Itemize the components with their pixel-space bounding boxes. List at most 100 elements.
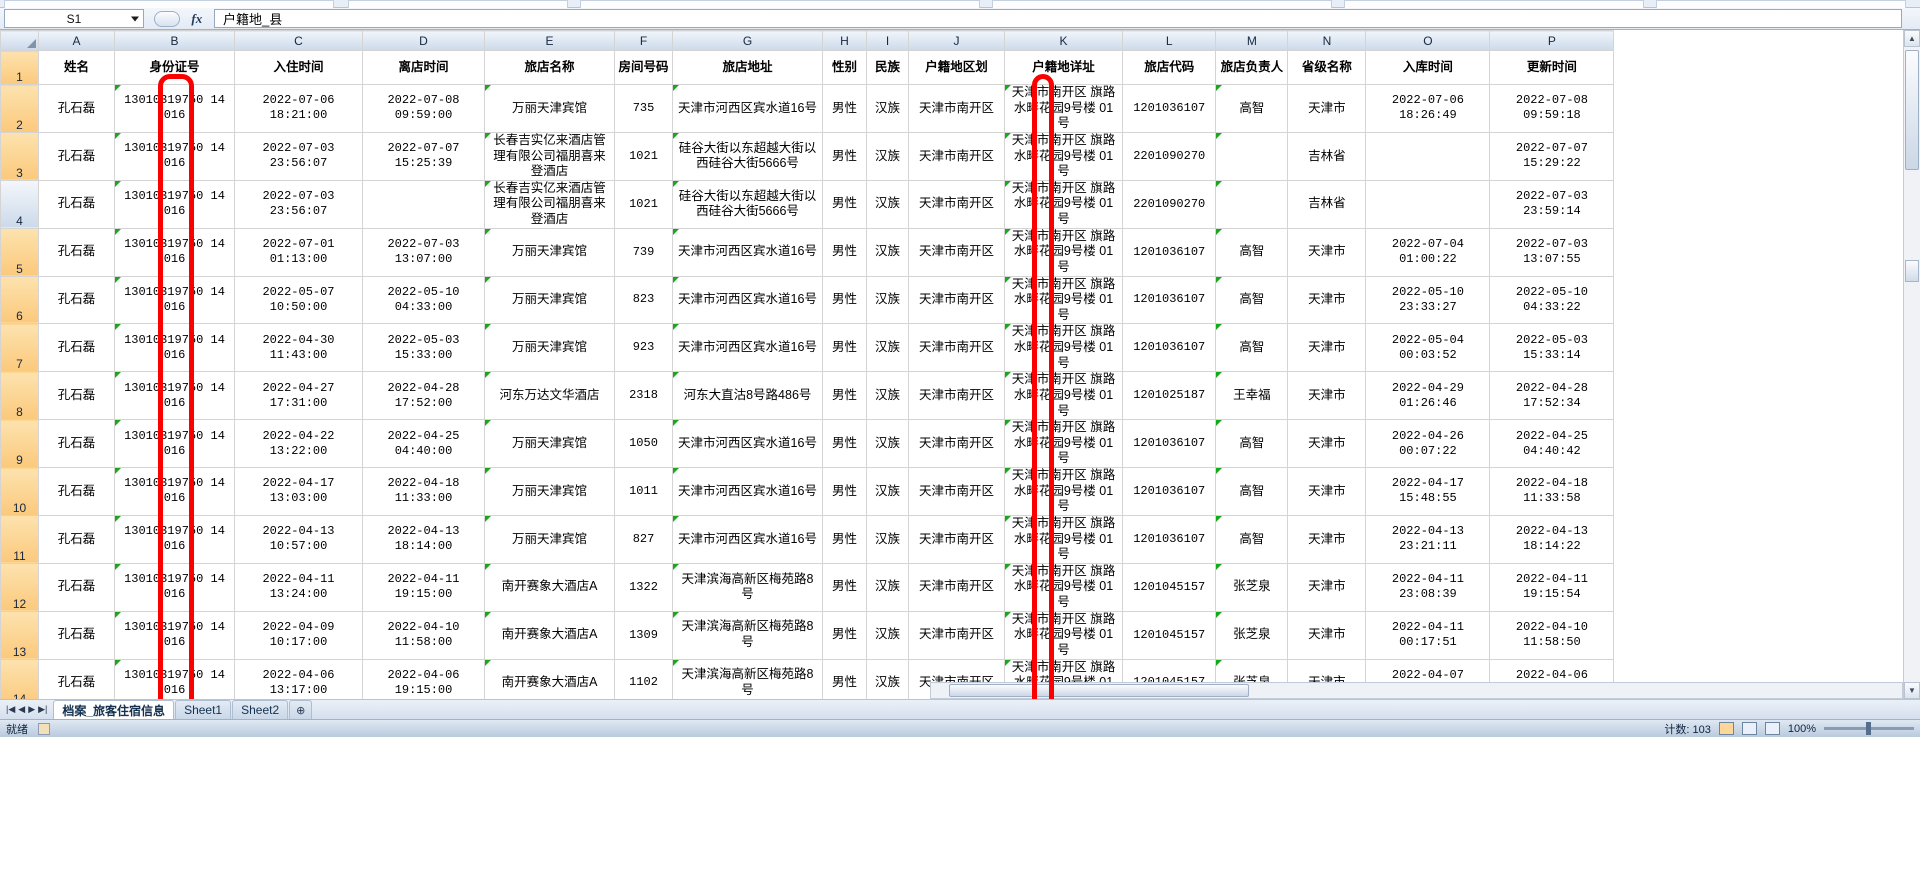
cell-D2[interactable]: 2022-07-08 09:59:00 (362, 84, 485, 133)
cell-P13[interactable]: 2022-04-10 11:58:50 (1489, 610, 1615, 660)
cell-N3[interactable]: 吉林省 (1287, 131, 1367, 181)
table-row[interactable]: 5 孔石磊 13010319750 14 016 2022-07-01 01:13:0… (0, 227, 1615, 277)
cell-O2[interactable]: 2022-07-06 18:26:49 (1365, 84, 1491, 133)
cell-E4[interactable]: 长春吉实亿来酒店管理有限公司福朋喜来登酒店 (484, 179, 615, 229)
horizontal-scroll-thumb[interactable] (949, 684, 1249, 697)
next-sheet-icon[interactable]: ▶ (28, 704, 36, 714)
cell-E8[interactable]: 河东万达文华酒店 (484, 371, 615, 421)
window-tab-stub-2[interactable] (348, 0, 568, 8)
cell-M10[interactable]: 高智 (1215, 467, 1289, 516)
cell-I13[interactable]: 汉族 (866, 610, 909, 660)
last-sheet-icon[interactable]: ▶| (38, 704, 48, 714)
cell-O5[interactable]: 2022-07-04 01:00:22 (1365, 227, 1491, 277)
cell-A11[interactable]: 孔石磊 (38, 514, 115, 564)
cell-G8[interactable]: 河东大直沽8号路486号 (672, 371, 823, 421)
cell-L9[interactable]: 1201036107 (1121, 419, 1217, 468)
cell-P4[interactable]: 2022-07-03 23:59:14 (1489, 179, 1615, 229)
cell-J10[interactable]: 天津市南开区 (908, 467, 1005, 516)
cell-H11[interactable]: 男性 (822, 514, 867, 564)
cell-A2[interactable]: 孔石磊 (38, 84, 115, 133)
cell-D8[interactable]: 2022-04-28 17:52:00 (362, 371, 485, 421)
cell-O9[interactable]: 2022-04-26 00:07:22 (1365, 419, 1491, 468)
sheet-tab-archive[interactable]: 档案_旅客住宿信息 (53, 700, 175, 719)
cell-B6[interactable]: 13010319750 14 016 (114, 275, 235, 325)
cell-G4[interactable]: 硅谷大街以东超越大街以西硅谷大街5666号 (672, 179, 823, 229)
cell-A5[interactable]: 孔石磊 (38, 227, 115, 277)
cell-B12[interactable]: 13010319750 14 016 (114, 562, 235, 612)
zoom-slider[interactable] (1824, 722, 1914, 735)
cell-H7[interactable]: 男性 (822, 323, 867, 373)
cell-L5[interactable]: 1201036107 (1121, 227, 1217, 277)
cell-D12[interactable]: 2022-04-11 19:15:00 (362, 562, 485, 612)
cell-I3[interactable]: 汉族 (866, 131, 909, 181)
cell-P2[interactable]: 2022-07-08 09:59:18 (1489, 84, 1615, 133)
cell-C10[interactable]: 2022-04-17 13:03:00 (234, 467, 363, 516)
row-header-9[interactable]: 9 (0, 419, 39, 468)
cell-M13[interactable]: 张芝泉 (1215, 610, 1289, 660)
column-title-E[interactable]: 旅店名称 (484, 50, 615, 85)
row-header-7[interactable]: 7 (0, 323, 39, 373)
cell-B10[interactable]: 13010319750 14 016 (114, 467, 235, 516)
cell-I11[interactable]: 汉族 (866, 514, 909, 564)
cell-F9[interactable]: 1050 (614, 419, 673, 468)
row-header-6[interactable]: 6 (0, 275, 39, 325)
cell-P8[interactable]: 2022-04-28 17:52:34 (1489, 371, 1615, 421)
cell-J8[interactable]: 天津市南开区 (908, 371, 1005, 421)
cell-G13[interactable]: 天津滨海高新区梅苑路8号 (672, 610, 823, 660)
row-header-13[interactable]: 13 (0, 610, 39, 660)
cell-E12[interactable]: 南开赛象大酒店A (484, 562, 615, 612)
cell-B13[interactable]: 13010319750 14 016 (114, 610, 235, 660)
cell-C11[interactable]: 2022-04-13 10:57:00 (234, 514, 363, 564)
row-header-4[interactable]: 4 (0, 179, 39, 229)
cell-N10[interactable]: 天津市 (1287, 467, 1367, 516)
cell-A8[interactable]: 孔石磊 (38, 371, 115, 421)
column-header-F[interactable]: F (614, 30, 673, 51)
cell-G2[interactable]: 天津市河西区宾水道16号 (672, 84, 823, 133)
cell-A12[interactable]: 孔石磊 (38, 562, 115, 612)
cell-E10[interactable]: 万丽天津宾馆 (484, 467, 615, 516)
cell-F12[interactable]: 1322 (614, 562, 673, 612)
cell-M7[interactable]: 高智 (1215, 323, 1289, 373)
cell-A13[interactable]: 孔石磊 (38, 610, 115, 660)
column-header-A[interactable]: A (38, 30, 115, 51)
cell-J12[interactable]: 天津市南开区 (908, 562, 1005, 612)
cell-I14[interactable]: 汉族 (866, 658, 909, 699)
column-title-D[interactable]: 离店时间 (362, 50, 485, 85)
first-sheet-icon[interactable]: |◀ (6, 704, 16, 714)
cell-K11[interactable]: 天津市南开区 旗路水畔花园9号楼 01号 (1004, 514, 1123, 564)
cell-O7[interactable]: 2022-05-04 00:03:52 (1365, 323, 1491, 373)
cell-N9[interactable]: 天津市 (1287, 419, 1367, 468)
cell-I6[interactable]: 汉族 (866, 275, 909, 325)
cell-L7[interactable]: 1201036107 (1121, 323, 1217, 373)
cell-G9[interactable]: 天津市河西区宾水道16号 (672, 419, 823, 468)
cell-H12[interactable]: 男性 (822, 562, 867, 612)
cell-O4[interactable] (1365, 179, 1491, 229)
cell-C5[interactable]: 2022-07-01 01:13:00 (234, 227, 363, 277)
chevron-down-icon[interactable] (131, 16, 139, 21)
row-header-10[interactable]: 10 (0, 467, 39, 516)
column-title-C[interactable]: 入住时间 (234, 50, 363, 85)
cell-I10[interactable]: 汉族 (866, 467, 909, 516)
cell-E3[interactable]: 长春吉实亿来酒店管理有限公司福朋喜来登酒店 (484, 131, 615, 181)
page-layout-view-icon[interactable] (1741, 722, 1757, 735)
cell-A10[interactable]: 孔石磊 (38, 467, 115, 516)
cell-L13[interactable]: 1201045157 (1121, 610, 1217, 660)
column-title-L[interactable]: 旅店代码 (1121, 50, 1217, 85)
cell-N12[interactable]: 天津市 (1287, 562, 1367, 612)
cell-E5[interactable]: 万丽天津宾馆 (484, 227, 615, 277)
cell-K8[interactable]: 天津市南开区 旗路水畔花园9号楼 01号 (1004, 371, 1123, 421)
cell-G6[interactable]: 天津市河西区宾水道16号 (672, 275, 823, 325)
cell-L11[interactable]: 1201036107 (1121, 514, 1217, 564)
formula-input[interactable]: 户籍地_县 (214, 9, 1902, 28)
cell-K13[interactable]: 天津市南开区 旗路水畔花园9号楼 01号 (1004, 610, 1123, 660)
cell-P7[interactable]: 2022-05-03 15:33:14 (1489, 323, 1615, 373)
cell-J6[interactable]: 天津市南开区 (908, 275, 1005, 325)
cell-D14[interactable]: 2022-04-06 19:15:00 (362, 658, 485, 699)
cell-C3[interactable]: 2022-07-03 23:56:07 (234, 131, 363, 181)
cell-A7[interactable]: 孔石磊 (38, 323, 115, 373)
cell-B7[interactable]: 13010319750 14 016 (114, 323, 235, 373)
cell-P12[interactable]: 2022-04-11 19:15:54 (1489, 562, 1615, 612)
column-header-M[interactable]: M (1215, 30, 1289, 51)
cell-H4[interactable]: 男性 (822, 179, 867, 229)
cell-J3[interactable]: 天津市南开区 (908, 131, 1005, 181)
